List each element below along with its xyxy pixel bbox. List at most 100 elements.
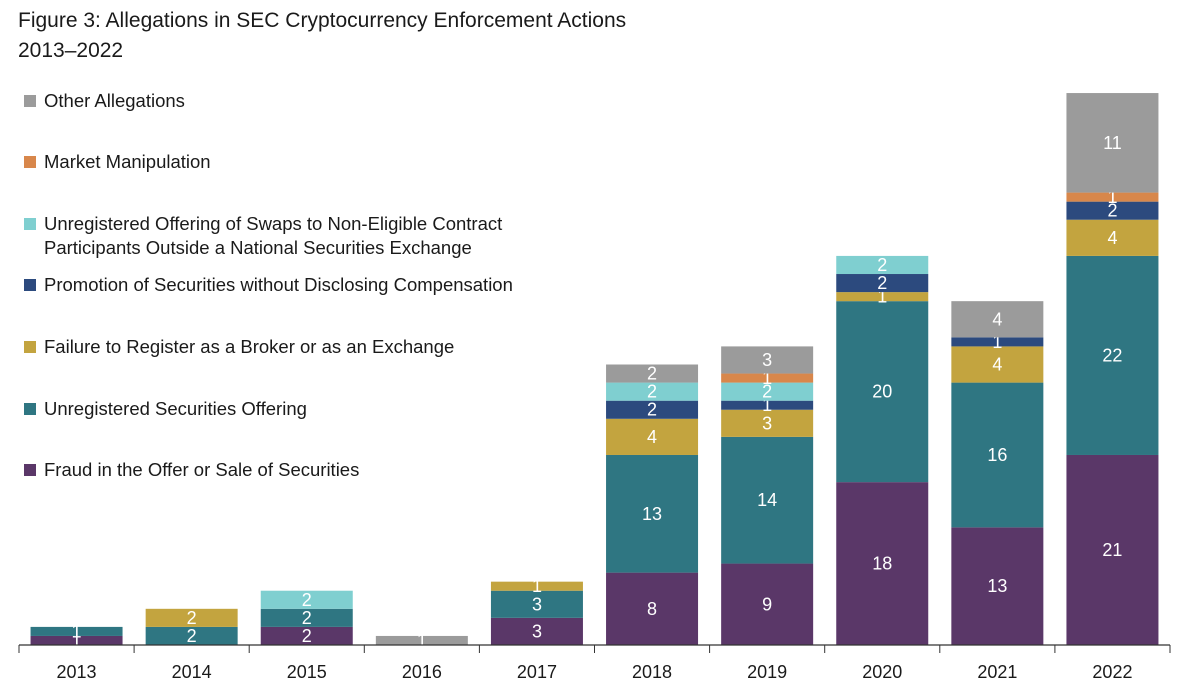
bar-segment-2021-unregistered-securities-offering	[951, 382, 1044, 528]
bar-segment-2018-promotion-of-securities-without-disclosing-compensation	[606, 400, 699, 419]
bar-segment-2021-other-allegations	[951, 301, 1044, 338]
bar-segment-2021-failure-to-register-as-a-broker-or-as-an-exchange	[951, 346, 1044, 383]
legend-swatch	[24, 464, 36, 476]
data-label-2017-failure-to-register-as-a-broker-or-as-an-exchange: 1	[532, 576, 542, 596]
data-label-2018-promotion-of-securities-without-disclosing-compensation: 2	[647, 400, 657, 420]
data-label-2017-unregistered-securities-offering: 3	[532, 594, 542, 614]
bar-segment-2019-unregistered-securities-offering	[721, 436, 814, 564]
legend-swatch	[24, 218, 36, 230]
chart-title-line-2: 2013–2022	[18, 39, 124, 62]
bar-segment-2022-promotion-of-securities-without-disclosing-compensation	[1066, 201, 1159, 220]
legend-item-market-manipulation: Market Manipulation	[24, 150, 211, 174]
data-label-2015-unregistered-offering-of-swaps-to-non-eligible-contract-participants-outside-a-national-securities-exchange: 2	[302, 590, 312, 610]
bar-segment-2014-failure-to-register-as-a-broker-or-as-an-exchange	[145, 608, 238, 627]
data-label-2021-fraud-in-the-offer-or-sale-of-securities: 13	[987, 576, 1007, 596]
bar-segment-2013-unregistered-securities-offering	[30, 626, 123, 636]
x-tick-label-2015: 2015	[287, 662, 327, 682]
bar-segment-2020-unregistered-securities-offering	[836, 301, 929, 483]
data-label-2020-promotion-of-securities-without-disclosing-compensation: 2	[877, 273, 887, 293]
legend-swatch	[24, 403, 36, 415]
data-label-2022-market-manipulation: 1	[1107, 187, 1117, 207]
bar-segment-2022-unregistered-securities-offering	[1066, 255, 1159, 455]
data-label-2022-failure-to-register-as-a-broker-or-as-an-exchange: 4	[1107, 228, 1117, 248]
legend-label: Fraud in the Offer or Sale of Securities	[44, 459, 360, 480]
data-label-2019-unregistered-securities-offering: 14	[757, 490, 777, 510]
data-label-2019-market-manipulation: 1	[762, 368, 772, 388]
bar-segment-2020-fraud-in-the-offer-or-sale-of-securities	[836, 482, 929, 645]
x-tick-label-2018: 2018	[632, 662, 672, 682]
legend-label: Promotion of Securities without Disclosi…	[44, 274, 513, 295]
legend-item-promotion-without-disclosure: Promotion of Securities without Disclosi…	[24, 273, 513, 297]
data-label-2019-failure-to-register-as-a-broker-or-as-an-exchange: 3	[762, 413, 772, 433]
data-label-2018-failure-to-register-as-a-broker-or-as-an-exchange: 4	[647, 427, 657, 447]
data-label-2019-promotion-of-securities-without-disclosing-compensation: 1	[762, 395, 772, 415]
legend-swatch	[24, 156, 36, 168]
data-label-2013-unregistered-securities-offering: 1	[72, 621, 82, 641]
x-tick-label-2014: 2014	[172, 662, 212, 682]
x-tick-label-2020: 2020	[862, 662, 902, 682]
legend-label: Market Manipulation	[44, 151, 211, 172]
legend-item-failure-to-register: Failure to Register as a Broker or as an…	[24, 335, 454, 359]
x-tick-label-2019: 2019	[747, 662, 787, 682]
data-label-2018-unregistered-offering-of-swaps-to-non-eligible-contract-participants-outside-a-national-securities-exchange: 2	[647, 382, 657, 402]
data-label-2022-other-allegations: 11	[1103, 133, 1122, 153]
bar-segment-2013-fraud-in-the-offer-or-sale-of-securities	[30, 635, 123, 645]
data-label-2020-unregistered-securities-offering: 20	[872, 382, 892, 402]
x-tick-label-2016: 2016	[402, 662, 442, 682]
bar-segment-2018-unregistered-offering-of-swaps-to-non-eligible-contract-participants-outside-a-national-securities-exchange	[606, 382, 699, 401]
x-tick-label-2017: 2017	[517, 662, 557, 682]
data-label-2017-fraud-in-the-offer-or-sale-of-securities: 3	[532, 621, 542, 641]
legend-item-fraud: Fraud in the Offer or Sale of Securities	[24, 458, 359, 482]
bar-segment-2019-market-manipulation	[721, 373, 814, 383]
bar-segment-2020-failure-to-register-as-a-broker-or-as-an-exchange	[836, 292, 929, 302]
data-label-2021-failure-to-register-as-a-broker-or-as-an-exchange: 4	[992, 355, 1002, 375]
data-label-2022-unregistered-securities-offering: 22	[1102, 345, 1122, 365]
bar-segment-2018-failure-to-register-as-a-broker-or-as-an-exchange	[606, 418, 699, 455]
bar-segment-2020-unregistered-offering-of-swaps-to-non-eligible-contract-participants-outside-a-national-securities-exchange	[836, 255, 929, 275]
bar-segment-2015-fraud-in-the-offer-or-sale-of-securities	[260, 626, 353, 645]
data-label-2021-promotion-of-securities-without-disclosing-compensation: 1	[992, 332, 1002, 352]
x-tick-label-2022: 2022	[1092, 662, 1132, 682]
bar-segment-2015-unregistered-offering-of-swaps-to-non-eligible-contract-participants-outside-a-national-securities-exchange	[260, 590, 353, 609]
legend-swatch	[24, 279, 36, 291]
legend-item-other-allegations: Other Allegations	[24, 89, 185, 113]
data-label-2021-unregistered-securities-offering: 16	[987, 445, 1007, 465]
data-label-2018-fraud-in-the-offer-or-sale-of-securities: 8	[647, 599, 657, 619]
bar-segment-2019-other-allegations	[721, 346, 814, 374]
legend-item-unregistered-securities-offering: Unregistered Securities Offering	[24, 397, 307, 421]
bar-segment-2016-other-allegations	[375, 635, 468, 645]
bar-segment-2017-fraud-in-the-offer-or-sale-of-securities	[490, 617, 583, 645]
bar-segment-2019-fraud-in-the-offer-or-sale-of-securities	[721, 563, 814, 645]
data-label-2018-other-allegations: 2	[647, 364, 657, 384]
bar-segment-2017-failure-to-register-as-a-broker-or-as-an-exchange	[490, 581, 583, 591]
data-label-2015-fraud-in-the-offer-or-sale-of-securities: 2	[302, 626, 312, 646]
data-label-2014-unregistered-securities-offering: 2	[187, 626, 197, 646]
data-label-2022-promotion-of-securities-without-disclosing-compensation: 2	[1107, 201, 1117, 221]
chart-title-line-1: Figure 3: Allegations in SEC Cryptocurre…	[18, 9, 627, 32]
x-tick-label-2013: 2013	[57, 662, 97, 682]
bar-segment-2017-unregistered-securities-offering	[490, 590, 583, 618]
data-label-2022-fraud-in-the-offer-or-sale-of-securities: 21	[1102, 540, 1122, 560]
data-label-2018-unregistered-securities-offering: 13	[642, 504, 662, 524]
bar-segment-2014-unregistered-securities-offering	[145, 626, 238, 645]
bar-segment-2019-promotion-of-securities-without-disclosing-compensation	[721, 400, 814, 410]
bar-segment-2021-promotion-of-securities-without-disclosing-compensation	[951, 337, 1044, 347]
data-label-2013-fraud-in-the-offer-or-sale-of-securities: 1	[72, 630, 82, 650]
data-label-2019-unregistered-offering-of-swaps-to-non-eligible-contract-participants-outside-a-national-securities-exchange: 2	[762, 382, 772, 402]
bar-segment-2019-unregistered-offering-of-swaps-to-non-eligible-contract-participants-outside-a-national-securities-exchange	[721, 382, 814, 401]
legend-label: Unregistered Offering of Swaps to Non-El…	[44, 213, 503, 234]
bar-segment-2018-fraud-in-the-offer-or-sale-of-securities	[606, 572, 699, 645]
data-label-2016-other-allegations: 1	[417, 630, 427, 650]
legend-label: Unregistered Securities Offering	[44, 398, 307, 419]
data-label-2020-failure-to-register-as-a-broker-or-as-an-exchange: 1	[877, 287, 887, 307]
bar-segment-2018-unregistered-securities-offering	[606, 454, 699, 573]
legend-swatch	[24, 341, 36, 353]
legend-swatch	[24, 95, 36, 107]
legend-item-unregistered-swaps: Unregistered Offering of Swaps to Non-El…	[24, 212, 502, 260]
data-label-2015-unregistered-securities-offering: 2	[302, 608, 312, 628]
x-tick-label-2021: 2021	[977, 662, 1017, 682]
data-label-2019-fraud-in-the-offer-or-sale-of-securities: 9	[762, 594, 772, 614]
chart-title: Figure 3: Allegations in SEC Cryptocurre…	[18, 6, 626, 66]
data-label-2020-unregistered-offering-of-swaps-to-non-eligible-contract-participants-outside-a-national-securities-exchange: 2	[877, 255, 887, 275]
